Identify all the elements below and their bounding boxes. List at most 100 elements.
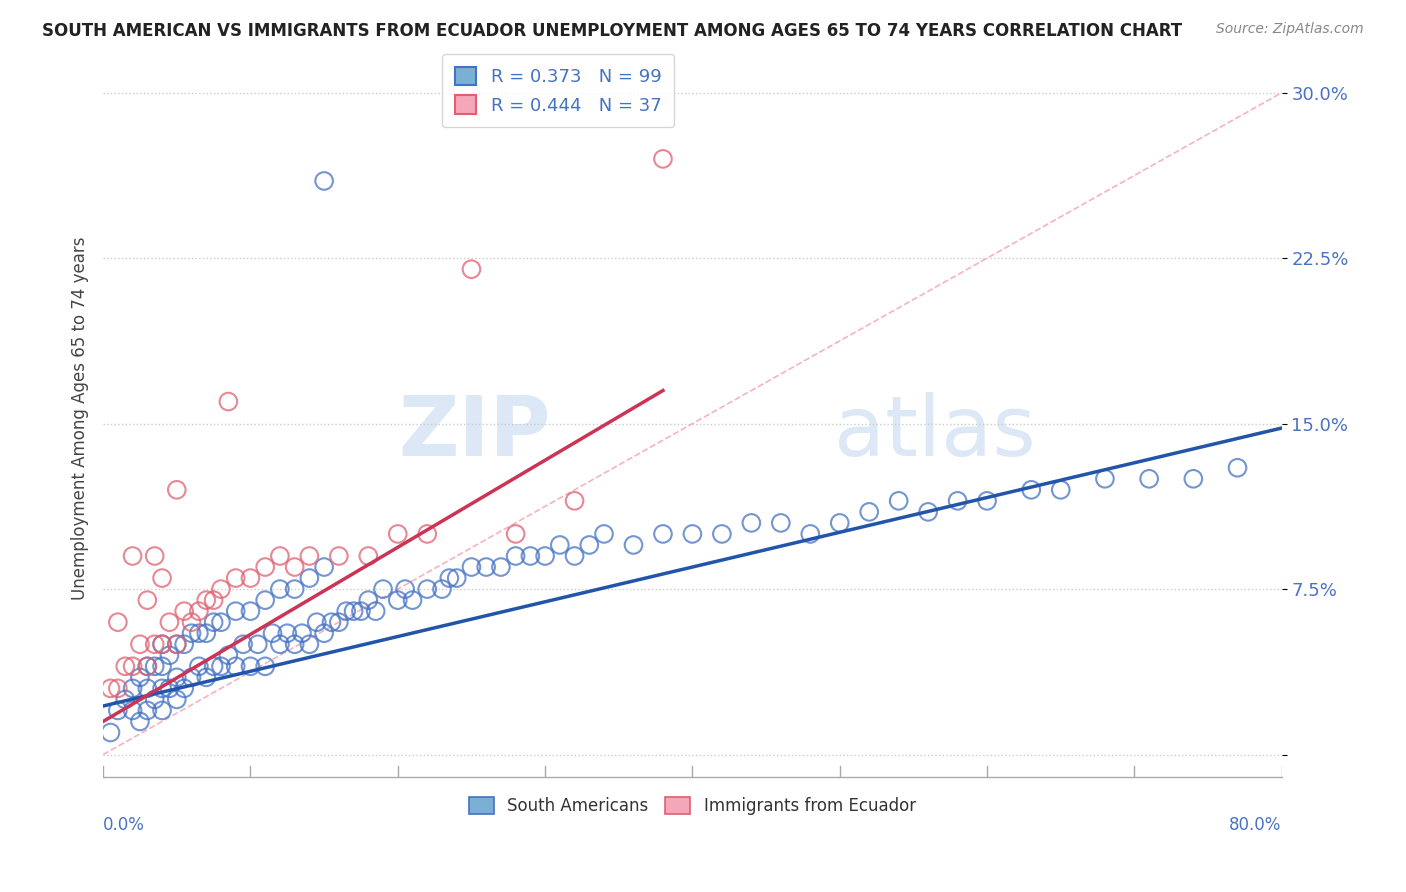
Point bbox=[232, 637, 254, 651]
Point bbox=[202, 659, 225, 673]
Point bbox=[269, 637, 291, 651]
Point bbox=[314, 174, 336, 188]
Point bbox=[159, 648, 181, 663]
Point bbox=[439, 571, 461, 585]
Point bbox=[121, 681, 143, 696]
Point bbox=[246, 637, 269, 651]
Point bbox=[100, 725, 122, 739]
Point bbox=[387, 593, 409, 607]
Text: SOUTH AMERICAN VS IMMIGRANTS FROM ECUADOR UNEMPLOYMENT AMONG AGES 65 TO 74 YEARS: SOUTH AMERICAN VS IMMIGRANTS FROM ECUADO… bbox=[42, 22, 1182, 40]
Point bbox=[121, 659, 143, 673]
Point bbox=[187, 626, 209, 640]
Point bbox=[225, 659, 247, 673]
Point bbox=[357, 549, 380, 563]
Point bbox=[100, 681, 122, 696]
Point bbox=[460, 262, 482, 277]
Point bbox=[394, 582, 416, 596]
Point bbox=[710, 527, 733, 541]
Point bbox=[917, 505, 939, 519]
Point bbox=[564, 493, 586, 508]
Point bbox=[284, 637, 307, 651]
Point bbox=[209, 659, 232, 673]
Point bbox=[519, 549, 541, 563]
Point bbox=[202, 593, 225, 607]
Point bbox=[225, 571, 247, 585]
Point bbox=[150, 637, 173, 651]
Point bbox=[114, 692, 136, 706]
Point bbox=[239, 571, 262, 585]
Point bbox=[740, 516, 762, 530]
Text: 80.0%: 80.0% bbox=[1229, 816, 1282, 834]
Point bbox=[202, 615, 225, 630]
Point bbox=[166, 692, 188, 706]
Y-axis label: Unemployment Among Ages 65 to 74 years: Unemployment Among Ages 65 to 74 years bbox=[72, 236, 89, 599]
Text: 0.0%: 0.0% bbox=[103, 816, 145, 834]
Point bbox=[239, 659, 262, 673]
Text: ZIP: ZIP bbox=[398, 392, 551, 473]
Point bbox=[321, 615, 343, 630]
Point bbox=[217, 394, 239, 409]
Point bbox=[143, 659, 166, 673]
Point bbox=[269, 582, 291, 596]
Point bbox=[159, 615, 181, 630]
Point bbox=[284, 560, 307, 574]
Point bbox=[173, 681, 195, 696]
Point bbox=[136, 659, 159, 673]
Point bbox=[166, 637, 188, 651]
Point bbox=[475, 560, 498, 574]
Point bbox=[180, 615, 202, 630]
Point bbox=[578, 538, 600, 552]
Point bbox=[107, 703, 129, 717]
Point bbox=[401, 593, 423, 607]
Point bbox=[623, 538, 645, 552]
Point bbox=[209, 582, 232, 596]
Point bbox=[357, 593, 380, 607]
Point bbox=[489, 560, 512, 574]
Point bbox=[564, 549, 586, 563]
Point bbox=[387, 527, 409, 541]
Point bbox=[136, 681, 159, 696]
Point bbox=[269, 549, 291, 563]
Point bbox=[1094, 472, 1116, 486]
Point bbox=[305, 615, 328, 630]
Point bbox=[1019, 483, 1042, 497]
Point bbox=[107, 615, 129, 630]
Point bbox=[195, 626, 218, 640]
Point bbox=[291, 626, 314, 640]
Point bbox=[284, 582, 307, 596]
Point bbox=[129, 637, 152, 651]
Point bbox=[298, 571, 321, 585]
Point bbox=[1049, 483, 1071, 497]
Point bbox=[107, 681, 129, 696]
Point bbox=[209, 615, 232, 630]
Point bbox=[114, 659, 136, 673]
Point bbox=[1137, 472, 1160, 486]
Point bbox=[129, 714, 152, 729]
Point bbox=[239, 604, 262, 618]
Point bbox=[371, 582, 394, 596]
Point bbox=[225, 604, 247, 618]
Point bbox=[254, 560, 277, 574]
Point bbox=[416, 582, 439, 596]
Point bbox=[173, 637, 195, 651]
Point bbox=[121, 549, 143, 563]
Text: atlas: atlas bbox=[834, 392, 1036, 473]
Point bbox=[173, 604, 195, 618]
Point bbox=[328, 549, 350, 563]
Point bbox=[159, 681, 181, 696]
Point bbox=[136, 593, 159, 607]
Point bbox=[335, 604, 357, 618]
Point bbox=[166, 670, 188, 684]
Point bbox=[143, 637, 166, 651]
Point bbox=[534, 549, 557, 563]
Point bbox=[460, 560, 482, 574]
Point bbox=[121, 703, 143, 717]
Point bbox=[350, 604, 373, 618]
Point bbox=[548, 538, 571, 552]
Point bbox=[652, 152, 675, 166]
Point bbox=[342, 604, 364, 618]
Point bbox=[180, 670, 202, 684]
Point bbox=[828, 516, 851, 530]
Point bbox=[254, 659, 277, 673]
Point bbox=[276, 626, 298, 640]
